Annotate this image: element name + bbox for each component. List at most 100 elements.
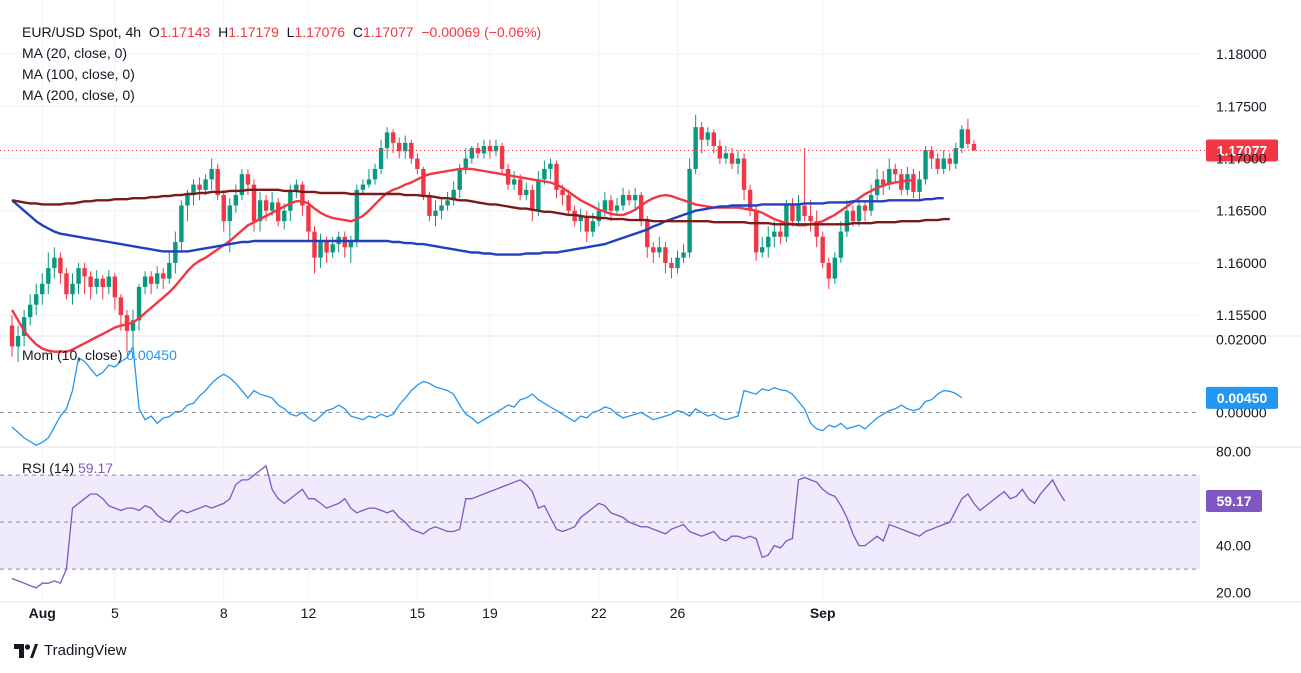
candle-up — [34, 294, 39, 305]
candle-down — [663, 247, 668, 263]
time-tick-label: 26 — [670, 605, 686, 621]
rsi-legend-label: RSI (14) — [22, 460, 75, 476]
symbol-name[interactable]: EUR/USD Spot — [22, 24, 118, 40]
candle-up — [578, 215, 583, 222]
candle-up — [155, 273, 160, 284]
rsi-tick-label: 80.00 — [1216, 444, 1251, 460]
candle-up — [723, 153, 729, 159]
candle-up — [536, 179, 541, 211]
candle-down — [584, 215, 589, 232]
candle-up — [227, 205, 232, 222]
tradingview-logo[interactable]: TradingView — [14, 642, 127, 659]
rsi-legend-value: 59.17 — [78, 460, 114, 476]
candle-up — [602, 200, 608, 211]
candle-up — [614, 205, 620, 211]
momentum-value-badge — [1206, 386, 1278, 409]
candle-up — [463, 158, 468, 169]
price-tick-label: 1.17500 — [1216, 98, 1267, 114]
candle-up — [687, 168, 692, 253]
interval-label[interactable]: 4h — [125, 24, 142, 40]
ma200-legend[interactable]: MA (200, close, 0) — [22, 87, 135, 103]
candle-up — [953, 148, 958, 164]
open-label: O — [148, 24, 160, 40]
candle-up — [844, 210, 850, 232]
candle-down — [645, 221, 650, 248]
time-tick-label: 19 — [482, 605, 498, 621]
candle-up — [233, 195, 239, 206]
candle-down — [530, 189, 535, 211]
price-axis[interactable]: 1.17077 1.18000 1.17500 1.17000 1.16500 1.160… — [1206, 46, 1278, 601]
price-tick-label: 1.17000 — [1216, 151, 1267, 167]
candle-up — [766, 236, 771, 248]
candle-up — [70, 283, 75, 295]
candle-down — [82, 268, 87, 277]
candle-down — [397, 142, 402, 152]
candle-up — [318, 242, 323, 258]
candles[interactable] — [9, 114, 977, 363]
candle-down — [808, 215, 813, 222]
price-tick-label: 1.16500 — [1216, 203, 1267, 219]
candle-down — [112, 276, 118, 298]
candle-up — [838, 231, 844, 258]
candle-down — [276, 202, 281, 222]
candle-down — [608, 200, 614, 211]
candle-down — [148, 276, 154, 284]
candle-up — [681, 252, 686, 258]
momentum-legend-value: 0.00450 — [126, 347, 177, 363]
time-tick-label: 22 — [591, 605, 607, 621]
candle-down — [306, 205, 311, 232]
time-tick-label: 12 — [301, 605, 317, 621]
candle-down — [639, 195, 644, 222]
momentum-tick-label: 0.02000 — [1216, 332, 1267, 348]
candle-up — [632, 195, 638, 201]
candle-down — [862, 205, 868, 211]
candle-up — [959, 129, 965, 149]
low-value: 1.17076 — [294, 24, 346, 40]
candle-down — [554, 163, 559, 190]
candle-up — [796, 205, 801, 222]
rsi-pane[interactable] — [0, 464, 1200, 589]
open-value: 1.17143 — [159, 24, 211, 40]
candle-down — [566, 195, 571, 211]
candle-up — [941, 158, 946, 169]
candle-down — [778, 231, 783, 237]
ma100-legend[interactable]: MA (100, close, 0) — [22, 66, 135, 82]
candle-down — [971, 143, 977, 151]
momentum-legend[interactable]: Mom (10, close) 0.00450 — [22, 347, 177, 363]
rsi-legend[interactable]: RSI (14) 59.17 — [22, 460, 113, 476]
candle-up — [209, 168, 214, 180]
time-tick-label: Sep — [810, 605, 836, 621]
candle-up — [191, 184, 196, 196]
ma20-legend[interactable]: MA (20, close, 0) — [22, 45, 128, 61]
candle-down — [935, 158, 940, 169]
candle-up — [868, 195, 874, 211]
candle-up — [106, 276, 111, 287]
time-tick-label: Aug — [29, 605, 56, 621]
candle-up — [27, 304, 33, 318]
candle-down — [427, 195, 432, 216]
candle-down — [221, 195, 226, 222]
momentum-pane[interactable] — [0, 344, 1200, 446]
rsi-line — [11, 464, 1066, 589]
price-tick-label: 1.15500 — [1216, 307, 1267, 323]
candle-down — [826, 262, 831, 279]
candle-up — [372, 168, 378, 180]
candle-up — [167, 262, 172, 279]
candle-up — [40, 283, 45, 295]
candle-down — [9, 325, 15, 347]
candle-up — [439, 205, 444, 211]
time-axis[interactable]: Aug 5 8 12 15 19 22 26 Sep — [29, 605, 836, 621]
candle-up — [657, 247, 662, 253]
candle-down — [560, 189, 565, 196]
candle-down — [64, 273, 69, 295]
candle-up — [384, 132, 390, 149]
candle-up — [481, 145, 487, 154]
candle-up — [282, 210, 287, 222]
candle-up — [52, 257, 57, 269]
candle-up — [179, 205, 184, 243]
candle-down — [669, 262, 674, 269]
candle-down — [814, 221, 819, 237]
ohlc-legend: EUR/USD Spot, 4h O1.17143 H1.17179 L1.17… — [22, 24, 541, 40]
candle-down — [505, 168, 511, 185]
